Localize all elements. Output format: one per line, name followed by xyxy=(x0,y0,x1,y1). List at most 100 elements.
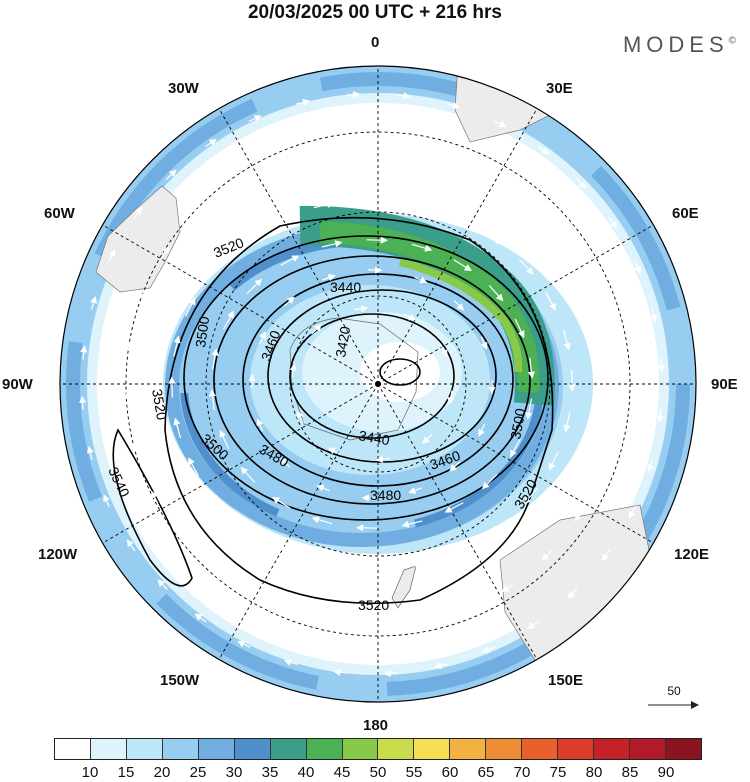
lon-label-150e: 150E xyxy=(548,672,584,689)
colorbar-tick-label: 50 xyxy=(369,764,387,781)
wind-vector xyxy=(178,534,188,546)
wind-vector xyxy=(405,622,420,630)
wind-vector xyxy=(375,455,390,463)
wind-vector xyxy=(324,138,339,146)
colorbar-swatch xyxy=(629,739,665,759)
colorbar-tick-label: 45 xyxy=(333,764,351,781)
wind-vector xyxy=(449,461,461,472)
wind-vector xyxy=(211,348,219,370)
colorbar-tick-label: 30 xyxy=(225,764,243,781)
lon-label-60w: 60W xyxy=(44,205,75,222)
colorbar-swatch xyxy=(89,739,126,759)
wind-vector xyxy=(237,640,251,648)
wind-vector xyxy=(383,669,398,677)
wind-vector xyxy=(452,543,472,554)
colorbar-tick-label: 60 xyxy=(441,764,459,781)
wind-vector xyxy=(90,295,98,310)
wind-vector xyxy=(296,98,311,106)
wind-vector xyxy=(598,462,605,477)
wind-vector xyxy=(296,410,304,424)
wind-vector xyxy=(481,473,498,490)
wind-vector xyxy=(168,376,176,398)
wind-vector xyxy=(537,145,550,155)
wind-vector xyxy=(151,490,159,504)
wind-vector xyxy=(356,524,378,532)
wind-vector xyxy=(123,391,132,407)
wind-vector xyxy=(453,259,472,272)
wind-vector xyxy=(275,152,289,160)
contour-label: 3440 xyxy=(357,427,391,448)
wind-vector xyxy=(444,502,464,513)
wind-vector xyxy=(279,457,291,468)
wind-vector xyxy=(510,438,521,458)
wind-vector xyxy=(165,169,177,180)
wind-vector xyxy=(256,418,264,432)
wind-vector xyxy=(628,505,636,519)
wind-vector xyxy=(80,345,88,360)
wind-vector xyxy=(453,300,465,311)
contour-label: 3420 xyxy=(332,325,353,359)
wind-vector xyxy=(646,458,654,473)
wind-vector xyxy=(354,305,369,313)
lon-label-30e: 30E xyxy=(546,80,573,97)
wind-vector xyxy=(322,274,336,281)
graticule xyxy=(60,66,696,702)
wind-vector xyxy=(401,520,423,528)
wind-vector xyxy=(409,559,431,567)
wind-vector xyxy=(562,329,571,351)
wind-vector xyxy=(213,571,226,581)
wind-vector xyxy=(366,236,388,244)
meridian-line xyxy=(377,108,538,385)
wind-vector xyxy=(411,243,433,252)
wind-vector xyxy=(650,308,658,323)
wind-vector xyxy=(634,260,641,274)
wind-vector xyxy=(283,296,295,307)
wind-vector xyxy=(210,493,226,510)
wind-vector xyxy=(206,263,221,281)
wind-vector xyxy=(657,358,665,373)
wind-vector xyxy=(333,668,348,676)
lon-label-90w: 90W xyxy=(2,376,33,393)
wind-vector xyxy=(188,457,199,477)
colorbar-swatch xyxy=(485,739,522,759)
lon-label-0: 0 xyxy=(371,34,380,51)
wind-vector xyxy=(278,546,299,556)
wind-vector xyxy=(518,187,531,197)
wind-vector xyxy=(474,161,488,168)
wind-vector xyxy=(501,583,514,593)
wind-vector xyxy=(482,646,496,653)
wind-vector xyxy=(103,494,110,508)
polar-map: 3420 3440 3440 3460 3460 3460 3480 3480 … xyxy=(59,65,697,703)
wind-vector xyxy=(313,201,335,209)
wind-vector xyxy=(440,344,448,358)
wind-vector xyxy=(327,447,341,455)
colorbar-swatch xyxy=(305,739,342,759)
colorbar-swatch xyxy=(664,739,701,759)
contour-label: 3480 xyxy=(370,487,401,503)
wind-vector xyxy=(656,408,664,423)
wind-vector xyxy=(126,340,134,355)
lon-label-150w: 150W xyxy=(160,672,200,689)
wind-vector xyxy=(490,519,509,533)
wind-vector xyxy=(283,658,298,666)
wind-vector xyxy=(525,398,533,420)
colorbar-swatch xyxy=(125,739,162,759)
south-pole-marker xyxy=(375,381,381,387)
colorbar-swatch xyxy=(233,739,270,759)
wind-vector xyxy=(241,523,259,537)
wind-vector xyxy=(132,442,140,457)
lon-label-60e: 60E xyxy=(672,205,699,222)
wind-vector xyxy=(320,559,342,567)
lon-label-180: 180 xyxy=(363,717,389,734)
wind-vector xyxy=(518,258,534,275)
wind-vector xyxy=(601,549,611,562)
wind-vector xyxy=(527,620,540,630)
meridian-line xyxy=(377,224,654,385)
colorbar-swatch xyxy=(341,739,378,759)
lon-label-120w: 120W xyxy=(38,546,78,563)
meridian-line xyxy=(102,224,379,385)
wind-vector xyxy=(426,143,441,151)
colorbar-swatch xyxy=(521,739,558,759)
colorbar xyxy=(54,738,702,760)
colorbar-tick-label: 75 xyxy=(549,764,567,781)
